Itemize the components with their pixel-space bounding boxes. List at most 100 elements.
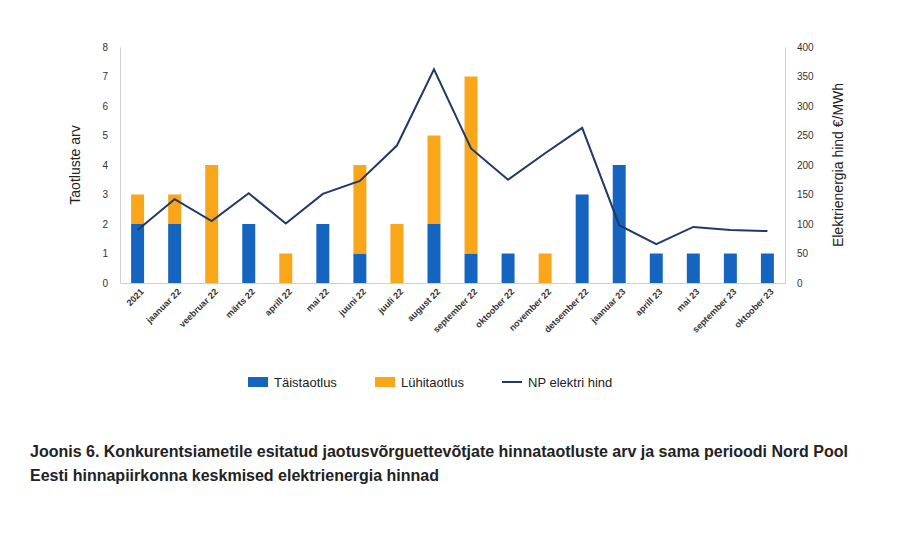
bar (724, 254, 737, 284)
tick: 350 (785, 71, 814, 82)
tick-label: 200 (797, 160, 814, 171)
bar (650, 253, 663, 254)
y-axis: 0 1 2 3 4 5 6 7 8 (102, 42, 120, 289)
legend: Täistaotlus Lühitaotlus NP elektri hind (248, 375, 612, 390)
bar (427, 224, 440, 283)
tick-label: 400 (797, 42, 814, 53)
bar (242, 224, 255, 283)
bar (502, 254, 515, 284)
bar (279, 254, 292, 284)
bar (761, 253, 774, 254)
bar (761, 254, 774, 284)
bar (576, 194, 589, 195)
tick: august 22 (405, 283, 442, 323)
tick-label: 0 (102, 278, 108, 289)
bar (316, 224, 329, 283)
tick: 4 (102, 160, 120, 171)
tick: 50 (785, 248, 809, 259)
bar (131, 195, 144, 225)
tick-label: 5 (102, 130, 108, 141)
tick-label: 50 (797, 248, 809, 259)
tick: oktoober 23 (732, 283, 775, 330)
plot-area (131, 69, 774, 283)
bar (353, 165, 366, 254)
tick: juuli 22 (375, 283, 405, 316)
bar (168, 224, 181, 283)
tick: 2 (102, 219, 120, 230)
tick-label: 8 (102, 42, 108, 53)
tick-label: detsember 22 (542, 287, 590, 335)
bar (465, 254, 478, 284)
tick: jaanuar 23 (588, 283, 627, 326)
tick: 300 (785, 101, 814, 112)
tick-label: 100 (797, 219, 814, 230)
tick-label: mai 23 (675, 287, 702, 314)
tick: 5 (102, 130, 120, 141)
tick-label: juuni 22 (336, 287, 368, 319)
tick-label: jaanuar 23 (588, 287, 627, 326)
bar (687, 253, 700, 254)
tick-label: mai 22 (304, 287, 331, 314)
tick-label: 300 (797, 101, 814, 112)
bar-series (131, 77, 551, 284)
legend-swatch (502, 381, 522, 383)
title: Joonis 6. Konkurentsiametile esitatud ja… (30, 440, 890, 488)
tick-label: 3 (102, 189, 108, 200)
tick: september 22 (431, 283, 479, 335)
tick: juuni 22 (336, 283, 368, 319)
tick: 6 (102, 101, 120, 112)
tick-label: jaanuar 22 (144, 287, 183, 326)
tick-label: september 23 (690, 287, 738, 335)
tick: 8 (102, 42, 120, 53)
tick-label: aprill 23 (633, 287, 664, 318)
legend-item: Täistaotlus (248, 375, 337, 390)
y2-axis-title: Elektrienergia hind €/MWh (830, 83, 846, 247)
tick: 100 (785, 219, 814, 230)
bar (502, 253, 515, 254)
tick-label: 2 (102, 219, 108, 230)
axis-line (120, 48, 121, 284)
bar (242, 224, 255, 225)
legend-item: NP elektri hind (502, 375, 612, 390)
tick-label: aprill 22 (263, 287, 294, 318)
tick: mai 22 (304, 283, 331, 314)
tick: 400 (785, 42, 814, 53)
axis-line (121, 283, 786, 284)
legend-label: Lühitaotlus (401, 375, 464, 390)
bar (427, 136, 440, 225)
y2-axis: 0 50 100 150 200 250 300 350 400 (785, 42, 814, 289)
bar (539, 254, 552, 284)
tick: 1 (102, 248, 120, 259)
y-axis-title: Taotluste arv (67, 125, 83, 204)
tick: mai 23 (675, 283, 702, 314)
tick-label: september 22 (431, 287, 479, 335)
tick: aprill 23 (633, 283, 664, 318)
x-axis: 2021jaanuar 22veebruar 22märts 22aprill … (121, 283, 786, 335)
legend-item: Lühitaotlus (375, 375, 464, 390)
tick-label: veebruar 22 (177, 287, 220, 330)
legend-label: NP elektri hind (528, 375, 612, 390)
tick-label: 350 (797, 71, 814, 82)
tick: 0 (102, 278, 120, 289)
tick: 0 (785, 278, 803, 289)
bar (205, 165, 218, 283)
bar (131, 224, 144, 283)
legend-swatch (248, 377, 268, 387)
tick-label: 7 (102, 71, 108, 82)
tick-label: 150 (797, 189, 814, 200)
tick-label: 2021 (125, 287, 146, 308)
tick: märts 22 (224, 283, 257, 320)
bar (353, 254, 366, 284)
tick: 2021 (125, 283, 146, 308)
legend-swatch (375, 377, 395, 387)
bar (465, 77, 478, 254)
tick-label: 0 (797, 278, 803, 289)
tick: veebruar 22 (177, 283, 220, 329)
tick: 200 (785, 160, 814, 171)
bar (724, 253, 737, 254)
tick-label: 250 (797, 130, 814, 141)
bar (687, 254, 700, 284)
tick-label: august 22 (405, 287, 442, 324)
tick-label: oktoober 23 (732, 287, 775, 330)
tick-label: märts 22 (224, 287, 257, 320)
